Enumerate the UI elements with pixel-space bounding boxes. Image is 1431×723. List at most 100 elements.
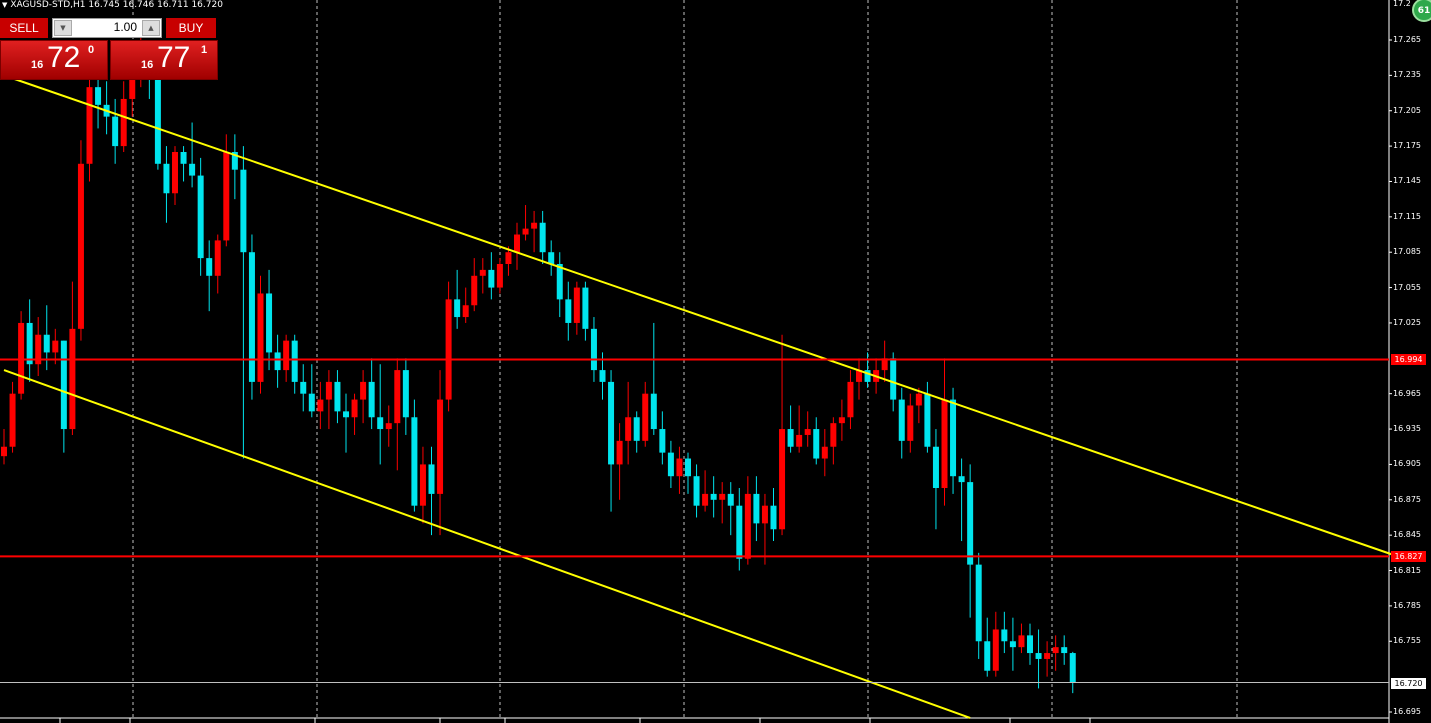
sell-price-big: 72 [47, 41, 81, 74]
candle-body [334, 381, 341, 412]
collapse-triangle-icon[interactable]: ▼ [2, 1, 8, 9]
candle-body [556, 264, 563, 300]
candle-body [172, 152, 178, 194]
candle-body [428, 464, 435, 494]
candle-body [608, 381, 615, 465]
price-axis-label: 16.695 [1393, 707, 1421, 716]
candle-body [642, 393, 649, 441]
candle-body [685, 458, 691, 477]
candle-body [60, 340, 67, 430]
candle-body [650, 393, 657, 430]
sell-button[interactable]: SELL [0, 18, 48, 38]
buy-button[interactable]: BUY [166, 18, 216, 38]
candle-body [890, 358, 897, 400]
candle-body [856, 370, 862, 382]
current-price-tag: 16.720 [1391, 677, 1426, 689]
candle-body [419, 464, 426, 506]
candle-body [1044, 653, 1051, 659]
candle-body [761, 505, 768, 524]
candle-body [984, 641, 991, 671]
symbol-label: XAGUSD-STD,H1 [10, 0, 86, 10]
candle-body [813, 429, 820, 459]
candle-body [898, 399, 905, 441]
candle-body [325, 381, 332, 400]
candle-body [231, 152, 238, 170]
candle-body [283, 340, 290, 371]
candle-body [744, 493, 751, 559]
upper-trendline [3, 74, 1398, 558]
candle-body [257, 293, 264, 382]
buy-price-button[interactable]: 16 77 1 [110, 40, 218, 80]
candle-body [548, 252, 555, 264]
price-axis-label: 16.905 [1393, 459, 1421, 469]
candle-body [308, 393, 315, 412]
price-level-tag: 16.827 [1391, 551, 1426, 563]
candle-body [9, 393, 16, 447]
price-axis-label: 16.875 [1393, 494, 1421, 504]
candle-body [394, 370, 401, 424]
candle-body [317, 399, 324, 412]
candle-body [35, 334, 42, 365]
price-axis-label: 16.755 [1393, 636, 1421, 646]
buy-price-big: 77 [157, 41, 191, 74]
candle-body [864, 370, 871, 382]
candle-body [958, 476, 965, 483]
candle-body [479, 269, 486, 276]
candle-body [616, 440, 623, 465]
candle-body [821, 446, 828, 459]
candle-body [180, 152, 187, 164]
candle-body [659, 429, 666, 453]
candle-body [753, 493, 760, 524]
buy-price-prefix: 16 [141, 59, 154, 71]
candle-body [975, 564, 982, 642]
candle-body [599, 370, 606, 382]
candle-body [1009, 641, 1016, 648]
candle-body [26, 322, 33, 365]
candle-body [992, 629, 999, 671]
candle-body [633, 417, 640, 441]
lot-decrease-button[interactable]: ▼ [54, 20, 72, 36]
candle-body [52, 340, 59, 353]
candle-body [385, 423, 392, 430]
candle-body [967, 482, 974, 565]
candle-body [838, 417, 845, 424]
candle-body [847, 381, 854, 418]
candle-body [727, 493, 734, 506]
candle-body [223, 152, 230, 241]
candle-body [573, 287, 580, 323]
candle-body [471, 275, 478, 306]
candle-body [796, 434, 803, 447]
lot-size-field[interactable]: ▼ 1.00 ▲ [52, 18, 162, 38]
candle-body [248, 252, 255, 382]
price-axis-label: 16.935 [1393, 424, 1421, 434]
candle-body [496, 264, 503, 288]
candle-body [1035, 653, 1042, 659]
candle-body [719, 493, 726, 500]
sell-price-prefix: 16 [31, 59, 44, 71]
price-axis-label: 17.265 [1393, 35, 1421, 44]
candle-body [343, 411, 349, 418]
candle-body [539, 222, 546, 253]
candle-body [1, 446, 7, 457]
status-badge[interactable]: 61 [1412, 0, 1431, 22]
price-axis-label: 17.115 [1393, 211, 1421, 221]
candle-body [488, 269, 495, 288]
candle-body [907, 405, 914, 441]
candle-body [129, 69, 136, 99]
candle-body [18, 322, 25, 394]
sell-price-button[interactable]: 16 72 0 [0, 40, 108, 80]
candle-body [1052, 647, 1059, 654]
lot-increase-button[interactable]: ▲ [142, 20, 160, 36]
chart-title: ▼ XAGUSD-STD,H1 16.745 16.746 16.711 16.7… [2, 0, 223, 10]
lot-value[interactable]: 1.00 [113, 20, 137, 34]
candle-body [941, 399, 948, 488]
price-axis-label: 17.175 [1393, 141, 1421, 151]
candle-body [565, 299, 572, 323]
candle-body [736, 505, 743, 559]
candle-body [86, 87, 93, 164]
candle-body [522, 228, 529, 235]
price-axis-label: 17.085 [1393, 247, 1421, 257]
candle-body [197, 175, 204, 259]
candle-body [189, 163, 196, 176]
